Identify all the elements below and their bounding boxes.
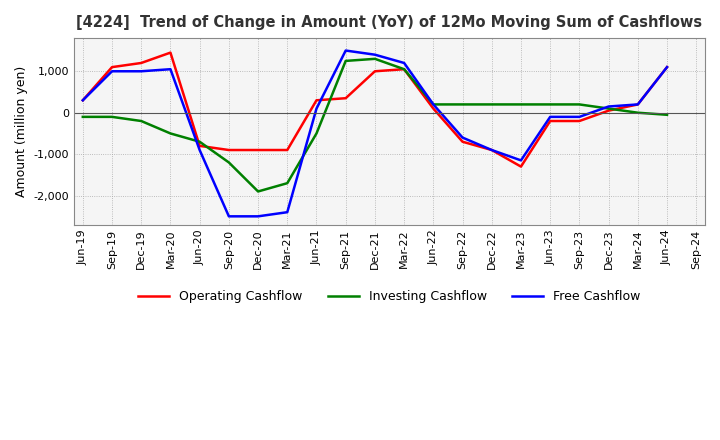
Operating Cashflow xyxy=(371,69,379,74)
Investing Cashflow xyxy=(253,189,262,194)
Investing Cashflow xyxy=(662,112,671,117)
Free Cashflow xyxy=(400,60,408,66)
Operating Cashflow xyxy=(137,60,145,66)
Investing Cashflow xyxy=(78,114,87,120)
Operating Cashflow xyxy=(253,147,262,153)
Operating Cashflow xyxy=(634,102,642,107)
Investing Cashflow xyxy=(166,131,175,136)
Free Cashflow xyxy=(283,209,292,215)
Line: Free Cashflow: Free Cashflow xyxy=(83,51,667,216)
Operating Cashflow xyxy=(166,50,175,55)
Free Cashflow xyxy=(225,214,233,219)
Investing Cashflow xyxy=(195,139,204,144)
Investing Cashflow xyxy=(458,102,467,107)
Operating Cashflow xyxy=(604,108,613,113)
Operating Cashflow xyxy=(546,118,554,124)
Free Cashflow xyxy=(634,102,642,107)
Investing Cashflow xyxy=(634,110,642,115)
Operating Cashflow xyxy=(662,65,671,70)
Free Cashflow xyxy=(166,66,175,72)
Free Cashflow xyxy=(546,114,554,120)
Operating Cashflow xyxy=(458,139,467,144)
Operating Cashflow xyxy=(341,95,350,101)
Investing Cashflow xyxy=(341,58,350,63)
Free Cashflow xyxy=(108,69,117,74)
Investing Cashflow xyxy=(575,102,584,107)
Investing Cashflow xyxy=(108,114,117,120)
Free Cashflow xyxy=(662,65,671,70)
Investing Cashflow xyxy=(400,66,408,72)
Legend: Operating Cashflow, Investing Cashflow, Free Cashflow: Operating Cashflow, Investing Cashflow, … xyxy=(133,285,646,308)
Operating Cashflow xyxy=(517,164,526,169)
Title: [4224]  Trend of Change in Amount (YoY) of 12Mo Moving Sum of Cashflows: [4224] Trend of Change in Amount (YoY) o… xyxy=(76,15,703,30)
Y-axis label: Amount (million yen): Amount (million yen) xyxy=(15,66,28,197)
Investing Cashflow xyxy=(137,118,145,124)
Free Cashflow xyxy=(429,102,438,107)
Investing Cashflow xyxy=(604,106,613,111)
Free Cashflow xyxy=(517,158,526,163)
Line: Operating Cashflow: Operating Cashflow xyxy=(83,53,667,167)
Free Cashflow xyxy=(341,48,350,53)
Investing Cashflow xyxy=(517,102,526,107)
Operating Cashflow xyxy=(487,147,496,153)
Investing Cashflow xyxy=(283,180,292,186)
Free Cashflow xyxy=(604,104,613,109)
Operating Cashflow xyxy=(78,98,87,103)
Investing Cashflow xyxy=(371,56,379,62)
Investing Cashflow xyxy=(487,102,496,107)
Free Cashflow xyxy=(253,214,262,219)
Operating Cashflow xyxy=(575,118,584,124)
Investing Cashflow xyxy=(225,160,233,165)
Operating Cashflow xyxy=(400,66,408,72)
Free Cashflow xyxy=(312,106,321,111)
Operating Cashflow xyxy=(225,147,233,153)
Free Cashflow xyxy=(487,147,496,153)
Operating Cashflow xyxy=(429,106,438,111)
Investing Cashflow xyxy=(312,131,321,136)
Free Cashflow xyxy=(137,69,145,74)
Line: Investing Cashflow: Investing Cashflow xyxy=(83,59,667,191)
Operating Cashflow xyxy=(312,98,321,103)
Free Cashflow xyxy=(371,52,379,57)
Investing Cashflow xyxy=(546,102,554,107)
Operating Cashflow xyxy=(283,147,292,153)
Free Cashflow xyxy=(458,135,467,140)
Investing Cashflow xyxy=(429,102,438,107)
Operating Cashflow xyxy=(108,65,117,70)
Free Cashflow xyxy=(195,147,204,153)
Operating Cashflow xyxy=(195,143,204,149)
Free Cashflow xyxy=(78,98,87,103)
Free Cashflow xyxy=(575,114,584,120)
